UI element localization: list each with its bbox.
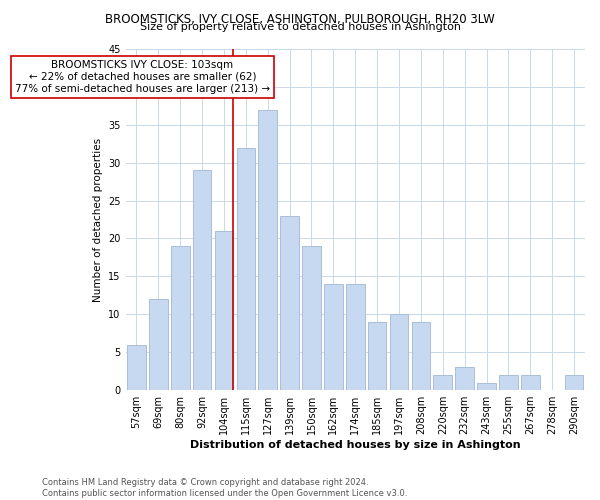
Bar: [455, 368, 474, 390]
Bar: [565, 375, 583, 390]
Bar: [368, 322, 386, 390]
Bar: [215, 231, 233, 390]
Bar: [390, 314, 409, 390]
Bar: [171, 246, 190, 390]
Bar: [127, 344, 146, 390]
Bar: [302, 246, 321, 390]
Bar: [477, 382, 496, 390]
Text: BROOMSTICKS, IVY CLOSE, ASHINGTON, PULBOROUGH, RH20 3LW: BROOMSTICKS, IVY CLOSE, ASHINGTON, PULBO…: [105, 12, 495, 26]
Bar: [346, 284, 365, 390]
Bar: [280, 216, 299, 390]
Bar: [412, 322, 430, 390]
Text: Size of property relative to detached houses in Ashington: Size of property relative to detached ho…: [139, 22, 461, 32]
Bar: [499, 375, 518, 390]
Y-axis label: Number of detached properties: Number of detached properties: [92, 138, 103, 302]
Bar: [236, 148, 255, 390]
Text: BROOMSTICKS IVY CLOSE: 103sqm
← 22% of detached houses are smaller (62)
77% of s: BROOMSTICKS IVY CLOSE: 103sqm ← 22% of d…: [15, 60, 270, 94]
Bar: [193, 170, 211, 390]
Bar: [259, 110, 277, 390]
Bar: [521, 375, 539, 390]
Bar: [324, 284, 343, 390]
X-axis label: Distribution of detached houses by size in Ashington: Distribution of detached houses by size …: [190, 440, 521, 450]
Text: Contains HM Land Registry data © Crown copyright and database right 2024.
Contai: Contains HM Land Registry data © Crown c…: [42, 478, 407, 498]
Bar: [433, 375, 452, 390]
Bar: [149, 299, 167, 390]
